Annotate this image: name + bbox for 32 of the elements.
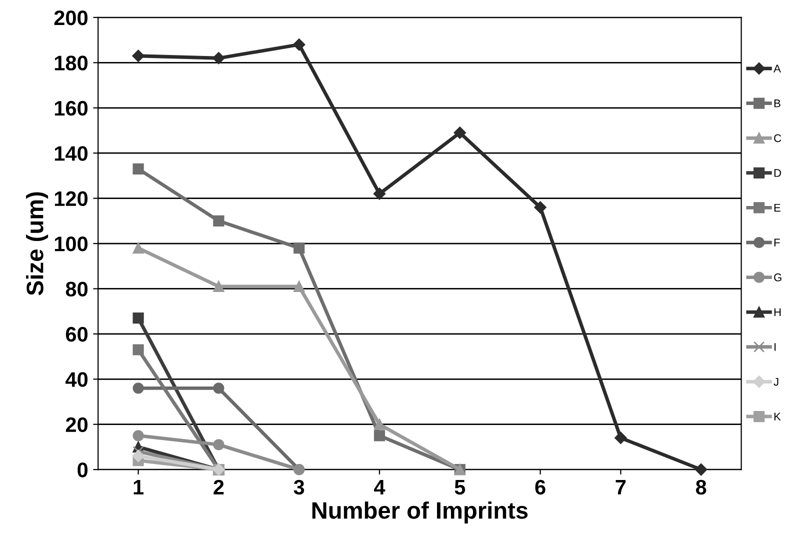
- y-axis-title: Size (um): [26, 192, 48, 296]
- x-tick-label: 6: [535, 480, 546, 495]
- y-tick-label: 180: [54, 56, 88, 70]
- legend-label: I: [774, 343, 776, 351]
- y-tick-label: 80: [66, 282, 88, 296]
- legend-label: H: [774, 308, 781, 316]
- y-tick-label: 160: [54, 100, 88, 116]
- legend-label: A: [774, 64, 781, 72]
- y-tick-label: 60: [66, 326, 88, 342]
- legend-label: K: [774, 412, 781, 420]
- legend-label: C: [774, 134, 782, 142]
- x-tick-label: 3: [294, 480, 304, 495]
- x-axis-title: Number of Imprints: [312, 501, 528, 524]
- y-tick-label: 140: [54, 146, 88, 161]
- y-tick-label: 100: [54, 236, 88, 252]
- y-tick-label: 0: [78, 462, 88, 478]
- y-tick-label: 40: [66, 372, 88, 387]
- legend-label: D: [774, 169, 782, 177]
- x-tick-label: 7: [616, 480, 626, 494]
- legend-label: B: [774, 100, 780, 108]
- x-tick-label: 1: [134, 480, 144, 494]
- x-tick-label: 5: [454, 480, 466, 495]
- x-tick-label: 8: [696, 480, 706, 495]
- y-tick-label: 20: [66, 417, 88, 432]
- y-tick-label: 120: [54, 191, 88, 206]
- legend-label: G: [774, 273, 782, 282]
- x-tick-label: 2: [214, 480, 224, 494]
- legend-label: F: [774, 238, 780, 246]
- x-tick-label: 4: [374, 480, 386, 494]
- legend-label: E: [774, 204, 780, 212]
- legend-label: J: [774, 378, 778, 386]
- y-tick-label: 200: [54, 10, 88, 26]
